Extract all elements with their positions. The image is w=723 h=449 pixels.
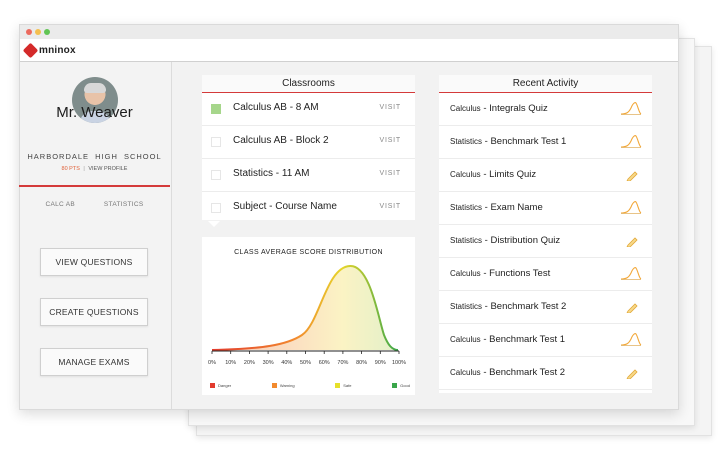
school-name: HARBORDALE HIGH SCHOOL: [27, 152, 162, 161]
visit-link[interactable]: VISIT: [379, 104, 401, 111]
pencil-icon[interactable]: [625, 235, 639, 247]
view-questions-button[interactable]: VIEW QUESTIONS: [40, 248, 148, 276]
logo-text: mninox: [39, 44, 76, 56]
distribution-title: CLASS AVERAGE SCORE DISTRIBUTION: [234, 249, 383, 256]
bell-curve-icon[interactable]: [620, 199, 642, 215]
x-tick-label: 80%: [356, 360, 367, 366]
classroom-row[interactable]: Calculus AB - Block 2 VISIT: [202, 126, 415, 159]
avatar: [72, 77, 118, 123]
view-profile-link[interactable]: VIEW PROFILE: [88, 166, 128, 172]
course-tabs: CALC AB STATISTICS: [19, 201, 170, 208]
score-distribution-panel: CLASS AVERAGE SCORE DISTRIBUTION 0% 10% 20…: [202, 237, 415, 395]
maximize-window-button[interactable]: [44, 29, 50, 35]
activity-row[interactable]: Statistics - Exam Name: [439, 192, 652, 225]
bell-curve-icon[interactable]: [620, 133, 642, 149]
activity-row[interactable]: Calculus - Integrals Quiz: [439, 93, 652, 126]
classroom-name: Subject - Course Name: [233, 201, 337, 212]
activity-name: Calculus - Functions Test: [450, 268, 551, 279]
chart-legend: Danger Warning Safe Good: [210, 383, 410, 388]
distribution-area: [212, 265, 398, 350]
activity-row[interactable]: Statistics - Distribution Quiz: [439, 225, 652, 258]
x-tick-label: 30%: [263, 360, 274, 366]
x-tick-label: 90%: [375, 360, 386, 366]
activity-row[interactable]: Calculus - Functions Test: [439, 258, 652, 291]
x-axis-ticks: 0% 10% 20% 30% 40% 50% 60% 70% 80% 90% 100%: [208, 351, 406, 366]
activity-name: Statistics - Benchmark Test 1: [450, 136, 567, 147]
x-tick-label: 100%: [392, 360, 406, 366]
legend-good: Good: [392, 383, 410, 388]
meta-separator: |: [83, 166, 85, 172]
activity-name: Statistics - Exam Name: [450, 202, 543, 213]
activity-row[interactable]: Calculus - Limits Quiz: [439, 159, 652, 192]
classroom-status-indicator: [211, 137, 221, 147]
activity-row[interactable]: Statistics - Benchmark Test 1: [439, 126, 652, 159]
pencil-icon[interactable]: [625, 367, 639, 379]
activity-name: Calculus - Limits Quiz: [450, 169, 537, 180]
tab-statistics[interactable]: STATISTICS: [103, 201, 144, 208]
activity-name: Calculus - Benchmark Test 1: [450, 334, 566, 345]
x-tick-label: 50%: [300, 360, 311, 366]
bell-curve-icon[interactable]: [620, 265, 642, 281]
title-bar: [20, 25, 678, 39]
classroom-row[interactable]: Statistics - 11 AM VISIT: [202, 159, 415, 192]
visit-link[interactable]: VISIT: [379, 203, 401, 210]
create-questions-button[interactable]: CREATE QUESTIONS: [40, 298, 148, 326]
x-tick-label: 20%: [244, 360, 255, 366]
classroom-status-indicator: [211, 170, 221, 180]
panel-pointer: [208, 221, 220, 227]
visit-link[interactable]: VISIT: [379, 170, 401, 177]
close-window-button[interactable]: [26, 29, 32, 35]
minimize-window-button[interactable]: [35, 29, 41, 35]
classrooms-title: Classrooms: [202, 75, 415, 93]
activity-row[interactable]: Statistics - Benchmark Test 2: [439, 291, 652, 324]
recent-activity-panel: Recent Activity Calculus - Integrals Qui…: [439, 75, 652, 393]
classroom-row[interactable]: Subject - Course Name VISIT: [202, 192, 415, 224]
points-badge: 80 PTS: [61, 166, 80, 172]
activity-row[interactable]: Calculus - Benchmark Test 1: [439, 324, 652, 357]
activity-row[interactable]: Calculus - Benchmark Test 2: [439, 357, 652, 390]
omninox-logo[interactable]: mninox: [22, 41, 76, 59]
classroom-status-indicator: [211, 104, 221, 114]
classrooms-panel: Classrooms Calculus AB - 8 AM VISIT Calc…: [202, 75, 415, 220]
distribution-chart: 0% 10% 20% 30% 40% 50% 60% 70% 80% 90% 100%: [208, 264, 406, 366]
legend-danger: Danger: [210, 383, 231, 388]
activity-name: Statistics - Benchmark Test 2: [450, 301, 567, 312]
classroom-row[interactable]: Calculus AB - 8 AM VISIT: [202, 93, 415, 126]
x-tick-label: 10%: [225, 360, 236, 366]
classroom-name: Calculus AB - Block 2: [233, 135, 329, 146]
pencil-icon[interactable]: [625, 301, 639, 313]
legend-safe: Safe: [335, 383, 351, 388]
app-header: mninox: [20, 39, 678, 62]
tab-calc-ab[interactable]: CALC AB: [45, 201, 76, 208]
legend-warning: Warning: [271, 383, 295, 388]
bell-curve-icon[interactable]: [620, 331, 642, 347]
classroom-name: Calculus AB - 8 AM: [233, 102, 319, 113]
activity-name: Calculus - Integrals Quiz: [450, 103, 548, 114]
classroom-status-indicator: [211, 203, 221, 213]
x-tick-label: 0%: [208, 360, 216, 366]
bell-curve-icon[interactable]: [620, 100, 642, 116]
logo-mark-icon: [22, 42, 39, 58]
x-tick-label: 70%: [337, 360, 348, 366]
distribution-curve: [211, 264, 399, 351]
activity-name: Statistics - Distribution Quiz: [450, 235, 561, 246]
x-tick-label: 60%: [319, 360, 330, 366]
activity-name: Calculus - Benchmark Test 2: [450, 367, 566, 378]
sidebar-divider: [19, 185, 170, 187]
activity-title: Recent Activity: [439, 75, 652, 93]
classroom-name: Statistics - 11 AM: [233, 168, 310, 179]
x-tick-label: 40%: [281, 360, 292, 366]
profile-meta: 80 PTS | VIEW PROFILE: [19, 166, 170, 172]
pencil-icon[interactable]: [625, 169, 639, 181]
visit-link[interactable]: VISIT: [379, 137, 401, 144]
teacher-name: Mr. Weaver: [56, 104, 133, 121]
manage-exams-button[interactable]: MANAGE EXAMS: [40, 348, 148, 376]
